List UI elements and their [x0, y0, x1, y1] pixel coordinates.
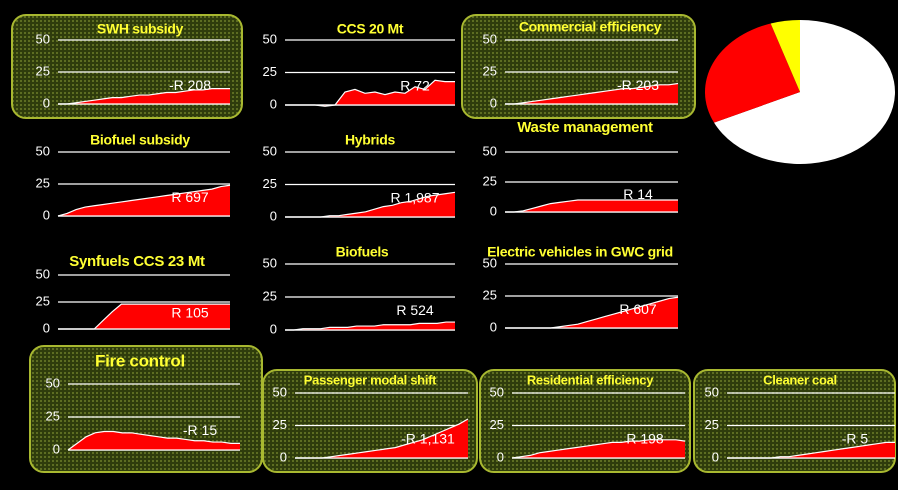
chart-title: Cleaner coal [763, 372, 837, 387]
chart-title: Commercial efficiency [519, 19, 662, 35]
y-tick-label: 50 [36, 266, 50, 281]
area [285, 80, 455, 107]
area-line [57, 184, 231, 217]
panel [693, 369, 896, 473]
chart-title: Electric vehicles in GWC grid [487, 244, 673, 260]
y-tick-label: 25 [46, 408, 60, 423]
y-tick-label: 0 [497, 449, 504, 464]
area-line [505, 199, 678, 213]
y-tick-label: 0 [490, 203, 497, 218]
chart-title: CCS 20 Mt [337, 21, 404, 37]
y-tick-label: 25 [483, 173, 497, 188]
y-tick-label: 50 [273, 384, 287, 399]
annotation: R 1,987 [390, 190, 439, 206]
pie-slice [705, 23, 800, 123]
y-tick-label: 25 [490, 417, 504, 432]
y-tick-label: 50 [483, 255, 497, 270]
chart-title: Biofuel subsidy [90, 132, 190, 148]
y-tick-label: 50 [36, 143, 50, 158]
chart-title: SWH subsidy [97, 21, 184, 37]
pie-slice [714, 20, 896, 165]
area-line [67, 430, 240, 451]
y-tick-label: 0 [43, 207, 50, 222]
area [727, 442, 895, 458]
chart-title: Waste management [517, 119, 653, 136]
y-tick-label: 0 [280, 449, 287, 464]
chart-title: Residential efficiency [527, 372, 654, 387]
annotation: R 198 [626, 431, 664, 447]
area-line [505, 82, 679, 105]
area [512, 439, 685, 458]
y-tick-label: 25 [263, 288, 277, 303]
y-tick-label: 50 [705, 384, 719, 399]
y-tick-label: 25 [705, 417, 719, 432]
y-tick-label: 0 [712, 449, 719, 464]
y-tick-label: 25 [36, 175, 50, 190]
area-line [58, 88, 230, 105]
annotation: R 105 [171, 305, 209, 321]
annotation: R 607 [619, 301, 657, 317]
area [505, 297, 678, 328]
y-tick-label: 25 [36, 293, 50, 308]
y-tick-label: 50 [263, 143, 277, 158]
area-line [285, 321, 455, 331]
chart-title: Hybrids [345, 132, 396, 148]
y-tick-label: 0 [490, 95, 497, 110]
chart-title: Fire control [95, 351, 185, 370]
chart-title: Passenger modal shift [304, 372, 437, 387]
area [68, 431, 240, 450]
annotation: -R 208 [169, 77, 211, 93]
y-tick-label: 0 [43, 320, 50, 335]
annotation: -R 5 [842, 431, 869, 447]
y-tick-label: 25 [36, 63, 50, 78]
y-tick-label: 0 [43, 95, 50, 110]
chart-title: Synfuels CCS 23 Mt [69, 253, 205, 270]
y-tick-label: 25 [483, 287, 497, 302]
y-tick-label: 50 [490, 384, 504, 399]
chart-title: Biofuels [336, 244, 389, 260]
y-tick-label: 50 [483, 143, 497, 158]
pie-slice [770, 20, 800, 92]
y-tick-label: 50 [263, 31, 277, 46]
annotation: R 72 [400, 78, 430, 94]
y-tick-label: 0 [270, 208, 277, 223]
annotation: -R 1,131 [401, 431, 455, 447]
annotation: -R 203 [617, 77, 659, 93]
annotation: R 697 [171, 189, 209, 205]
area [505, 200, 678, 212]
y-tick-label: 25 [483, 63, 497, 78]
annotation: -R 15 [183, 422, 217, 438]
y-tick-label: 50 [36, 31, 50, 46]
area-line [511, 439, 686, 459]
y-tick-label: 0 [270, 321, 277, 336]
y-tick-label: 25 [273, 417, 287, 432]
annotation: R 14 [623, 186, 653, 202]
y-tick-label: 25 [263, 64, 277, 79]
area [58, 88, 230, 104]
y-tick-label: 50 [483, 31, 497, 46]
y-tick-label: 50 [46, 375, 60, 390]
area [295, 419, 468, 458]
area [285, 192, 455, 217]
y-tick-label: 25 [263, 176, 277, 191]
y-tick-label: 50 [263, 255, 277, 270]
annotation: R 524 [396, 302, 434, 318]
y-tick-label: 0 [53, 441, 60, 456]
y-tick-label: 0 [270, 96, 277, 111]
y-tick-label: 0 [490, 319, 497, 334]
